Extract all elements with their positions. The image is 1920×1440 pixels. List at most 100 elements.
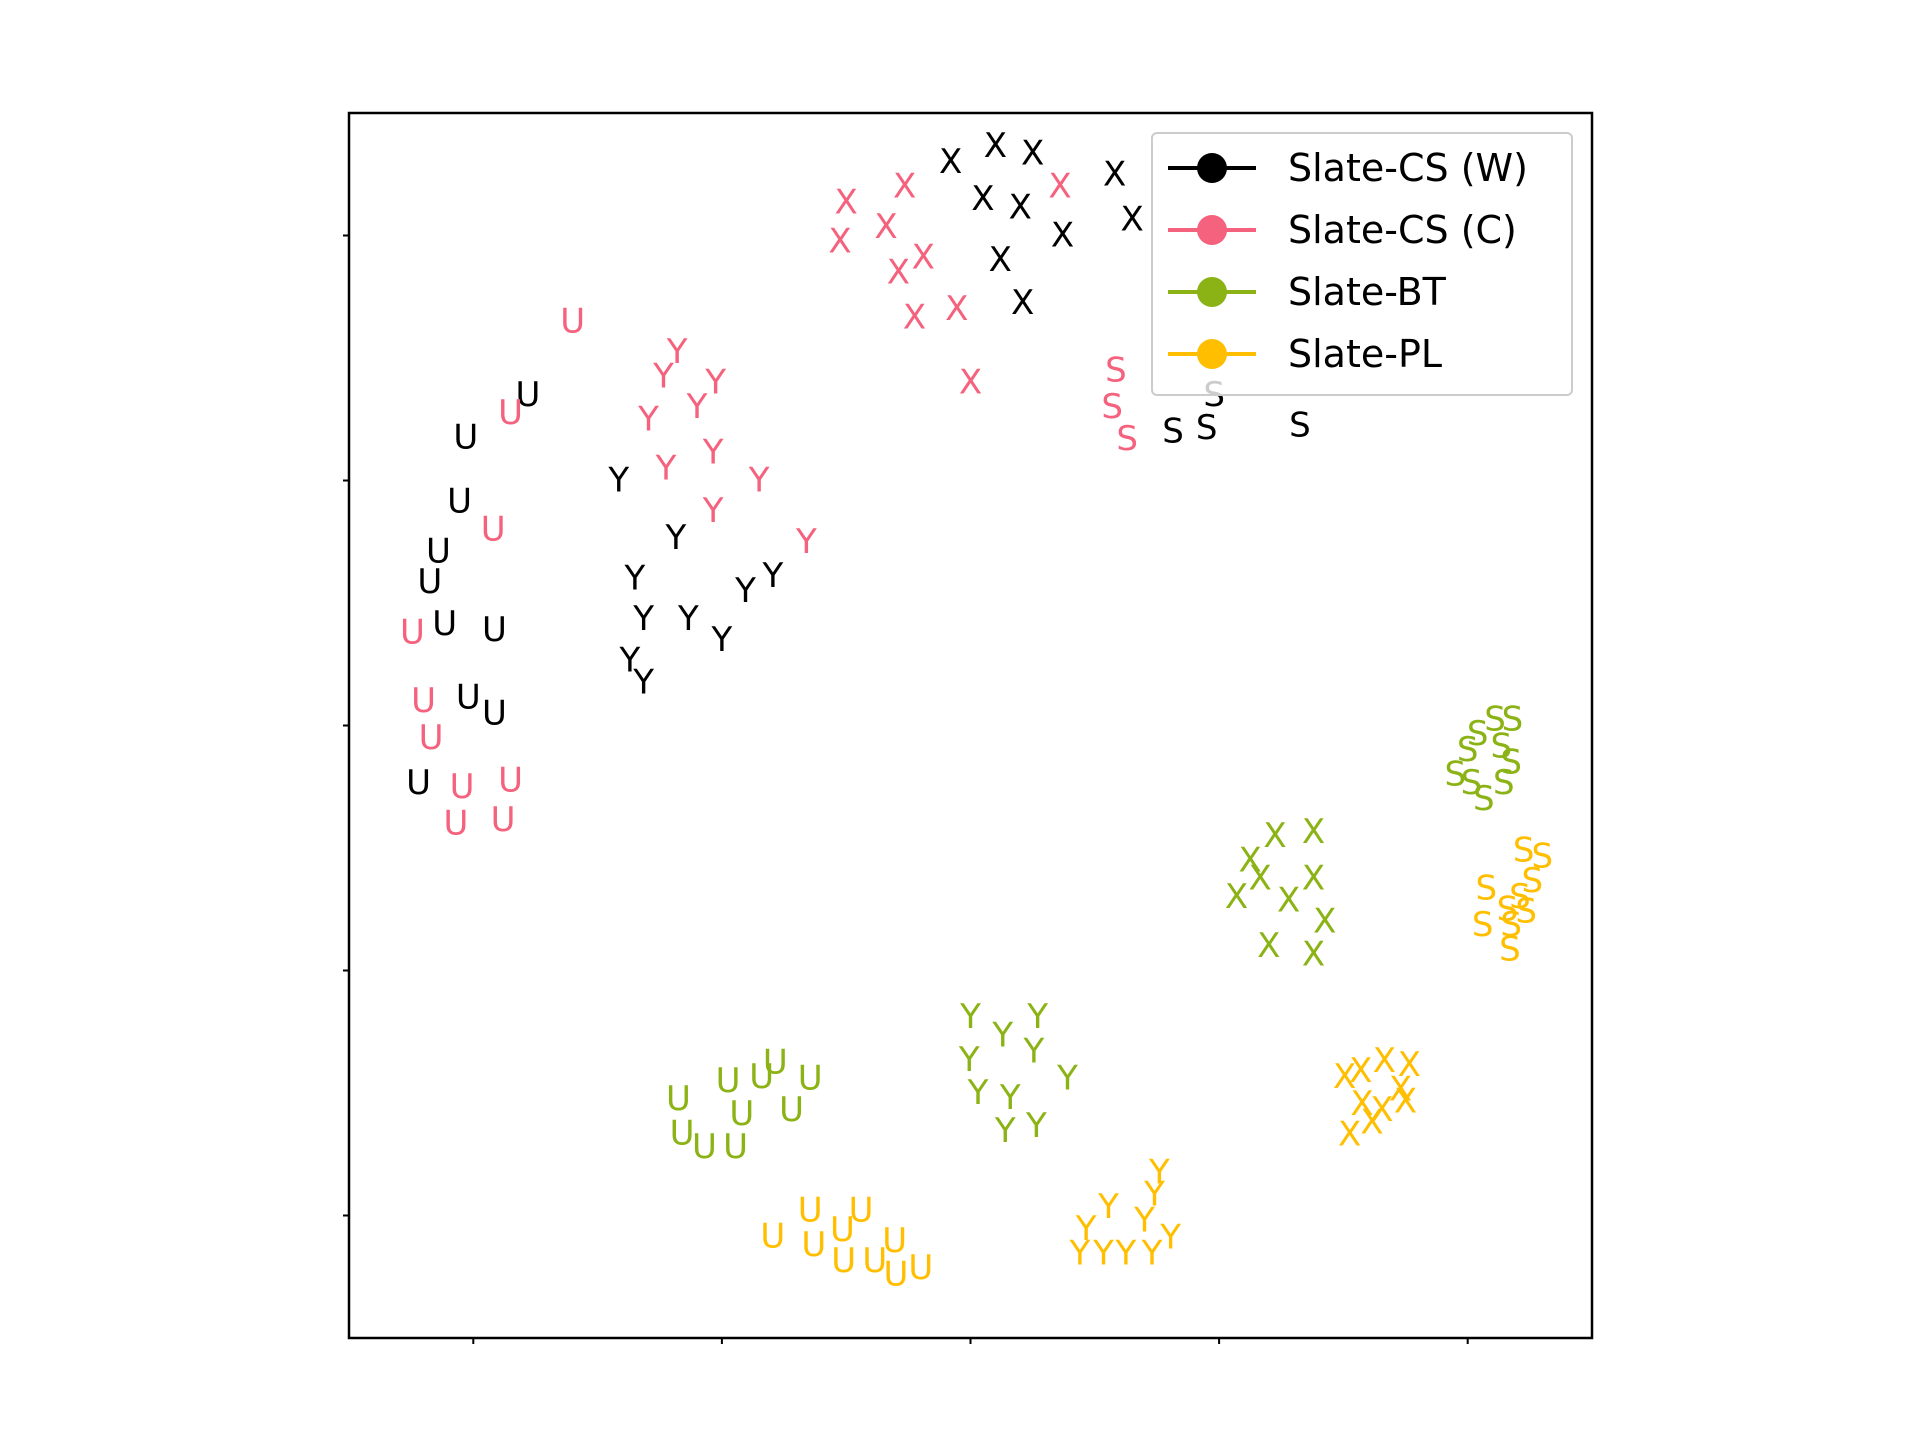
point-y-3-39: Y [1141, 1233, 1163, 1273]
point-x-0-5: X [1051, 216, 1074, 256]
point-x-2-15: X [1225, 877, 1248, 917]
point-x-3-11: X [1373, 1041, 1396, 1081]
point-x-3-14: X [1389, 1069, 1412, 1109]
point-x-3-10: X [1349, 1051, 1372, 1091]
point-u-0-14: U [516, 375, 541, 415]
point-s-3-4: S [1509, 877, 1531, 917]
point-y-3-35: Y [1159, 1218, 1181, 1258]
point-u-2-28: U [692, 1127, 717, 1167]
point-u-1-15: U [481, 510, 506, 550]
point-x-0-3: X [971, 179, 994, 219]
point-y-0-26: Y [623, 559, 645, 599]
point-x-1-1: X [893, 167, 916, 207]
point-y-2-38: Y [994, 1111, 1016, 1151]
point-u-3-26: U [831, 1241, 856, 1281]
point-x-1-5: X [912, 238, 935, 278]
point-u-2-29: U [723, 1127, 748, 1167]
point-s-2-0: S [1484, 699, 1506, 739]
point-u-1-22: U [491, 800, 516, 840]
legend-marker-0 [1197, 153, 1227, 183]
point-y-3-36: Y [1068, 1233, 1090, 1273]
point-x-1-3: X [874, 207, 897, 247]
point-y-2-31: Y [991, 1015, 1013, 1055]
point-x-1-4: X [887, 252, 910, 292]
point-u-3-25: U [882, 1221, 907, 1261]
point-x-3-17: X [1394, 1082, 1417, 1122]
point-y-2-39: Y [1025, 1106, 1047, 1146]
point-u-2-22: U [749, 1057, 774, 1097]
point-s-2-3: S [1457, 730, 1479, 770]
point-u-0-15: U [453, 418, 478, 458]
point-u-0-22: U [482, 693, 507, 733]
point-y-1-25: Y [704, 363, 726, 403]
point-u-1-19: U [450, 767, 475, 807]
point-u-3-27: U [862, 1241, 887, 1281]
point-y-2-32: Y [1026, 997, 1048, 1037]
point-x-3-19: X [1338, 1115, 1361, 1155]
point-u-3-24: U [801, 1225, 826, 1265]
point-x-0-7: X [1120, 200, 1143, 240]
legend-marker-2 [1197, 277, 1227, 307]
point-y-3-30: Y [1148, 1153, 1170, 1193]
point-y-3-33: Y [1133, 1200, 1155, 1240]
point-y-1-32: Y [795, 522, 817, 562]
point-s-2-9: S [1493, 763, 1515, 803]
point-x-0-1: X [984, 126, 1007, 166]
point-x-2-19: X [1302, 935, 1325, 975]
point-x-1-6: X [903, 298, 926, 338]
point-u-2-27: U [670, 1113, 695, 1153]
point-u-0-16: U [447, 481, 472, 521]
point-s-2-4: S [1490, 726, 1512, 766]
point-x-1-0: X [835, 182, 858, 222]
point-u-3-20: U [798, 1191, 823, 1231]
point-y-0-24: Y [607, 461, 629, 501]
legend: Slate-CS (W) Slate-CS (C) Slate-BT Slate-PL [1151, 132, 1573, 396]
legend-label-0: Slate-CS (W) [1288, 146, 1528, 190]
point-y-1-30: Y [748, 461, 770, 501]
point-y-1-28: Y [655, 448, 677, 488]
point-y-0-33: Y [632, 663, 654, 703]
point-y-0-31: Y [711, 620, 733, 660]
point-u-0-18: U [417, 562, 442, 602]
point-y-1-26: Y [637, 399, 659, 439]
point-u-3-29: U [908, 1248, 933, 1288]
point-y-1-29: Y [702, 432, 724, 472]
point-x-3-16: X [1370, 1090, 1393, 1130]
point-y-2-36: Y [967, 1073, 989, 1113]
point-x-0-6: X [1103, 154, 1126, 194]
point-x-1-7: X [945, 289, 968, 329]
point-s-1-10: S [1105, 350, 1127, 390]
point-u-2-21: U [716, 1061, 741, 1101]
series-0: XXXXXXXXXXSSSSUUUUUUUUUUYYYYYYYYYY [406, 126, 1311, 803]
legend-label-1: Slate-CS (C) [1288, 208, 1517, 252]
point-u-3-22: U [760, 1216, 785, 1256]
point-u-3-23: U [830, 1210, 855, 1250]
point-u-1-16: U [400, 612, 425, 652]
point-s-3-7: S [1472, 905, 1494, 945]
point-x-2-12: X [1239, 840, 1262, 880]
point-s-3-0: S [1513, 830, 1535, 870]
point-s-2-8: S [1473, 779, 1495, 819]
point-y-2-37: Y [999, 1078, 1021, 1118]
plot-frame [347, 111, 1594, 1340]
point-x-2-16: X [1277, 881, 1300, 921]
point-x-2-14: X [1302, 859, 1325, 899]
point-u-2-26: U [779, 1090, 804, 1130]
point-s-3-5: S [1497, 889, 1519, 929]
point-s-2-6: S [1444, 755, 1466, 795]
point-y-3-32: Y [1097, 1187, 1119, 1227]
point-y-0-27: Y [632, 599, 654, 639]
point-s-2-5: S [1500, 742, 1522, 782]
point-x-0-2: X [1021, 133, 1044, 173]
point-x-0-0: X [939, 142, 962, 182]
point-y-3-38: Y [1114, 1233, 1136, 1273]
point-x-3-12: X [1398, 1045, 1421, 1085]
point-u-1-13: U [560, 301, 585, 341]
point-y-3-34: Y [1075, 1209, 1097, 1249]
point-y-1-24: Y [652, 356, 674, 396]
legend-marker-1 [1197, 215, 1227, 245]
point-s-0-11: S [1196, 408, 1218, 448]
point-u-1-18: U [419, 718, 444, 758]
